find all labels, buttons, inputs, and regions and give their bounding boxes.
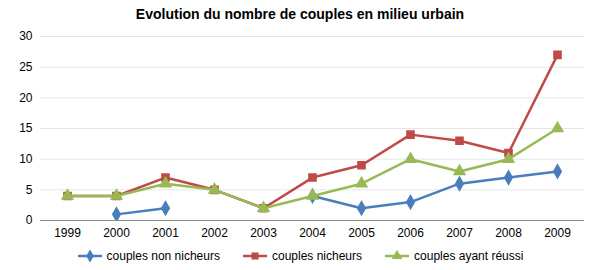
svg-text:2009: 2009 [544,226,571,240]
svg-text:10: 10 [19,152,33,166]
svg-text:5: 5 [26,183,33,197]
svg-text:2008: 2008 [495,226,522,240]
svg-text:2006: 2006 [397,226,424,240]
svg-text:2002: 2002 [201,226,228,240]
svg-text:2007: 2007 [446,226,473,240]
svg-text:2000: 2000 [103,226,130,240]
svg-text:2005: 2005 [348,226,375,240]
svg-text:2003: 2003 [250,226,277,240]
svg-text:2001: 2001 [152,226,179,240]
html-text:Evolution du nombre de couples: Evolution du nombre de couples en milieu… [135,6,465,22]
svg-text:20: 20 [19,91,33,105]
html-text:couples nicheurs: couples nicheurs [272,249,362,263]
svg-text:0: 0 [26,213,33,227]
svg-text:25: 25 [19,60,33,74]
svg-text:15: 15 [19,121,33,135]
svg-text:2004: 2004 [299,226,326,240]
html-text:couples ayant réussi: couples ayant réussi [414,249,524,263]
svg-text:30: 30 [19,29,33,43]
svg-text:1999: 1999 [54,226,81,240]
html-text:couples non nicheurs: couples non nicheurs [106,249,220,263]
